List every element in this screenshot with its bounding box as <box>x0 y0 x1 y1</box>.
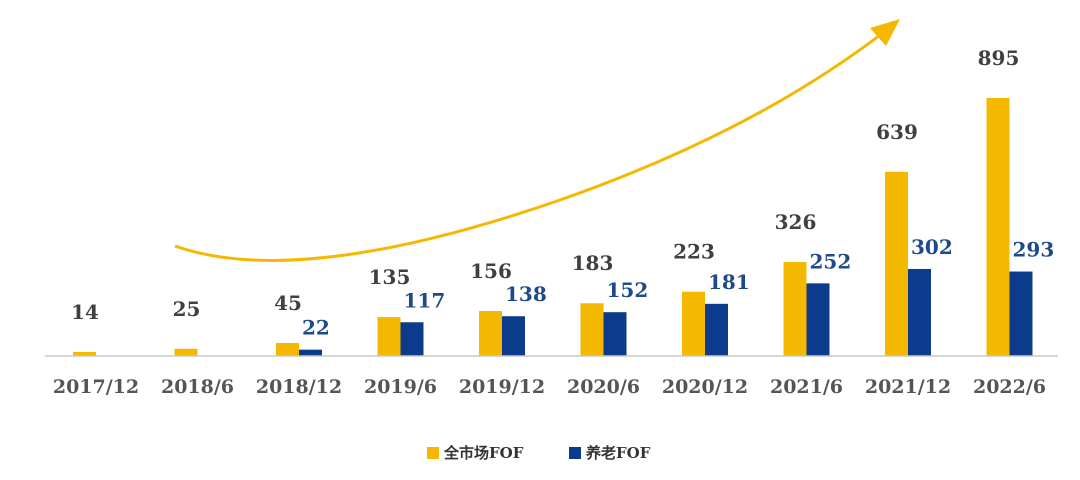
bar-series-2-2020/6 <box>603 312 627 356</box>
bar-series-2-2019/12 <box>502 316 525 356</box>
legend-swatch-series-1 <box>427 447 439 459</box>
data-label-series-2: 138 <box>505 282 547 306</box>
bar-series-2-2020/12 <box>705 303 728 356</box>
x-tick-label: 2021/6 <box>770 376 843 398</box>
bar-series-2-2022/6 <box>1009 271 1033 356</box>
data-label-series-2: 181 <box>708 270 750 294</box>
trend-arrow-head <box>870 19 900 46</box>
data-label-series-2: 152 <box>607 278 649 302</box>
bar-series-1-2020/6 <box>580 303 604 356</box>
trend-arrow <box>174 19 900 262</box>
x-tick-label: 2018/12 <box>256 376 342 398</box>
data-label-series-2: 22 <box>302 316 330 340</box>
data-label-series-1: 25 <box>173 297 201 321</box>
bar-series-2-2019/6 <box>400 322 424 356</box>
data-label-series-1: 156 <box>470 259 512 283</box>
bar-series-2-2021/12 <box>908 268 931 356</box>
bar-series-2-2018/12 <box>299 349 322 356</box>
data-label-series-2: 302 <box>911 235 953 259</box>
bar-series-1-2018/12 <box>276 343 299 356</box>
x-tick-label: 2020/12 <box>662 376 748 398</box>
legend-label-series-1: 全市场FOF <box>443 444 524 462</box>
bar-series-1-2021/12 <box>885 171 908 356</box>
x-tick-label: 2019/12 <box>459 376 545 398</box>
data-label-series-1: 223 <box>673 240 715 264</box>
data-label-series-2: 293 <box>1013 238 1055 262</box>
data-label-series-1: 45 <box>274 291 302 315</box>
data-label-series-2: 117 <box>404 288 446 312</box>
x-tick-label: 2022/6 <box>973 376 1046 398</box>
data-label-series-1: 895 <box>978 46 1020 70</box>
x-axis-ticks: 2017/12 2018/6 2018/12 2019/6 2019/12 2020/6 2… <box>53 376 1046 398</box>
data-label-series-1: 326 <box>775 210 817 234</box>
data-label-series-2: 252 <box>810 249 852 273</box>
bar-series-1-2022/6 <box>986 98 1010 356</box>
bar-series-1-2021/6 <box>783 262 807 356</box>
data-label-series-1: 14 <box>71 300 99 324</box>
bar-series-1-2019/6 <box>377 317 401 356</box>
x-tick-label: 2020/6 <box>567 376 640 398</box>
bar-series-1-2019/12 <box>479 311 502 356</box>
bar-series-1-2017/12 <box>73 351 96 356</box>
bar-series-2-2021/6 <box>806 283 830 356</box>
legend: 全市场FOF 养老FOF <box>427 444 651 462</box>
data-label-series-1: 183 <box>572 251 614 275</box>
data-label-series-1: 639 <box>876 120 918 144</box>
x-tick-label: 2019/6 <box>364 376 437 398</box>
x-tick-label: 2021/12 <box>865 376 951 398</box>
data-label-series-1: 135 <box>369 265 411 289</box>
legend-swatch-series-2 <box>569 447 581 459</box>
legend-label-series-2: 养老FOF <box>585 444 651 462</box>
bars-layer <box>73 98 1033 356</box>
trend-arrow-curve <box>174 23 894 262</box>
x-tick-label: 2018/6 <box>161 376 234 398</box>
bar-series-1-2020/12 <box>682 291 705 356</box>
x-tick-label: 2017/12 <box>53 376 139 398</box>
bar-series-1-2018/6 <box>174 348 198 356</box>
